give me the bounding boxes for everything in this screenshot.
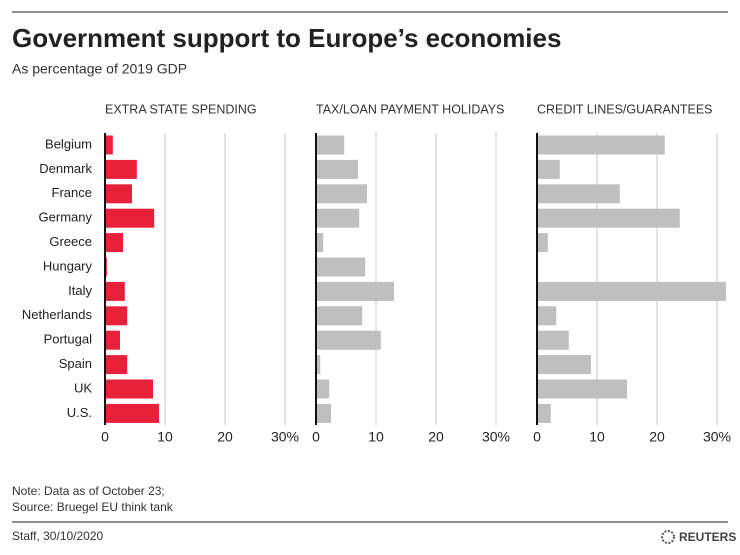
bar bbox=[105, 135, 113, 155]
bar bbox=[537, 355, 591, 375]
bar bbox=[537, 403, 551, 423]
bar bbox=[316, 135, 345, 155]
source: Source: Bruegel EU think tank bbox=[12, 500, 174, 514]
bar bbox=[105, 208, 155, 228]
chart-title: Government support to Europe’s economies bbox=[12, 23, 561, 53]
bar bbox=[537, 281, 726, 301]
bar bbox=[537, 233, 548, 253]
x-tick-label: 0 bbox=[312, 429, 320, 445]
category-label: Italy bbox=[68, 283, 92, 298]
x-tick-label: 30% bbox=[703, 429, 731, 445]
category-label: Greece bbox=[49, 234, 92, 249]
x-tick-label: 30% bbox=[271, 429, 299, 445]
bar bbox=[316, 403, 331, 423]
chart-subtitle: As percentage of 2019 GDP bbox=[12, 61, 187, 77]
bar bbox=[537, 159, 560, 179]
category-label: Portugal bbox=[44, 332, 93, 347]
bar bbox=[105, 330, 120, 350]
bar bbox=[316, 379, 330, 399]
bar bbox=[316, 159, 358, 179]
category-label: UK bbox=[74, 380, 92, 395]
bar bbox=[316, 233, 324, 253]
brand: REUTERS bbox=[679, 530, 736, 544]
x-tick-label: 0 bbox=[533, 429, 541, 445]
panel-title: TAX/LOAN PAYMENT HOLIDAYS bbox=[316, 102, 504, 116]
note: Note: Data as of October 23; bbox=[12, 484, 165, 498]
x-tick-label: 10 bbox=[589, 429, 605, 445]
bar bbox=[105, 355, 128, 375]
bar bbox=[537, 208, 680, 228]
bar bbox=[105, 159, 137, 179]
panel-title: EXTRA STATE SPENDING bbox=[105, 102, 257, 116]
category-label: Germany bbox=[39, 210, 93, 225]
bar bbox=[105, 281, 125, 301]
bar bbox=[105, 306, 128, 326]
bar bbox=[316, 355, 321, 375]
bar bbox=[105, 403, 159, 423]
bar bbox=[316, 330, 381, 350]
category-label: Netherlands bbox=[22, 307, 93, 322]
bar bbox=[105, 184, 132, 204]
x-tick-label: 20 bbox=[649, 429, 665, 445]
x-tick-label: 10 bbox=[157, 429, 173, 445]
x-tick-label: 10 bbox=[368, 429, 384, 445]
x-tick-label: 30% bbox=[482, 429, 510, 445]
bar bbox=[537, 306, 557, 326]
bar bbox=[537, 184, 620, 204]
category-label: Belgium bbox=[45, 136, 92, 151]
category-label: U.S. bbox=[67, 405, 92, 420]
bar bbox=[105, 233, 123, 253]
category-label: Hungary bbox=[43, 258, 93, 273]
x-tick-label: 20 bbox=[428, 429, 444, 445]
bar bbox=[316, 281, 394, 301]
category-label: Spain bbox=[59, 356, 92, 371]
bar bbox=[316, 257, 366, 277]
bar bbox=[105, 379, 153, 399]
bar bbox=[537, 330, 569, 350]
bar bbox=[316, 306, 363, 326]
credit: Staff, 30/10/2020 bbox=[12, 529, 104, 543]
bar bbox=[537, 135, 665, 155]
bar bbox=[537, 379, 627, 399]
brand-logo bbox=[661, 530, 675, 544]
bar bbox=[316, 184, 367, 204]
x-tick-label: 0 bbox=[101, 429, 109, 445]
bar bbox=[316, 208, 360, 228]
category-label: France bbox=[52, 185, 92, 200]
x-tick-label: 20 bbox=[217, 429, 233, 445]
category-label: Denmark bbox=[39, 161, 92, 176]
panel-title: CREDIT LINES/GUARANTEES bbox=[537, 102, 713, 116]
